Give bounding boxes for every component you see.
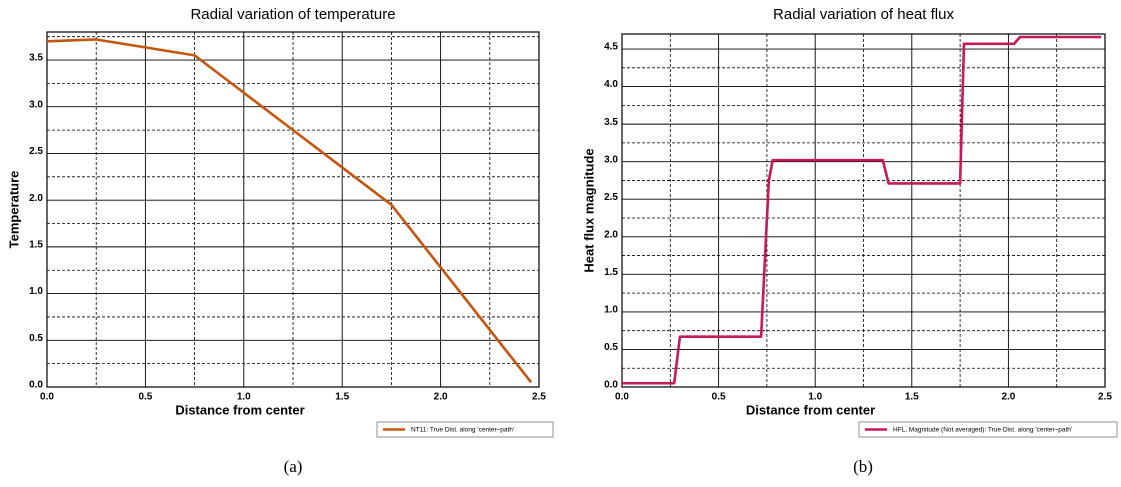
y-tick-label: 3.0: [29, 99, 43, 110]
legend-label: NT11: True Dist. along 'center–path': [411, 427, 514, 434]
y-tick-label: 1.5: [604, 267, 618, 278]
chart-title: Radial variation of heat flux: [773, 6, 954, 23]
legend-box: [376, 421, 554, 438]
x-tick-label: 1.5: [335, 392, 349, 403]
data-line: [622, 35, 1102, 385]
x-tick-label: 1.0: [237, 392, 251, 403]
plot-frame: [621, 33, 1106, 388]
y-tick-label: 1.0: [29, 286, 43, 297]
x-tick-label: 2.0: [1001, 392, 1015, 403]
y-tick-label: 2.5: [604, 192, 618, 203]
y-tick-label: 1.0: [604, 305, 618, 316]
y-tick-label: 4.5: [604, 42, 618, 53]
x-tick-label: 0.5: [138, 392, 152, 403]
y-tick-label: 0.5: [604, 342, 618, 353]
y-tick-label: 0.0: [29, 380, 43, 391]
legend-box: [858, 421, 1118, 438]
chart-title: Radial variation of temperature: [190, 6, 395, 23]
data-line: [46, 38, 533, 384]
x-tick-label: 0.0: [40, 392, 54, 403]
y-tick-label: 2.0: [29, 193, 43, 204]
y-axis-label: Heat flux magnitude: [581, 148, 596, 272]
y-tick-label: 3.0: [604, 154, 618, 165]
x-axis-label: Distance from center: [746, 402, 875, 417]
y-tick-label: 0.0: [604, 380, 618, 391]
y-tick-label: 2.5: [29, 146, 43, 157]
y-tick-label: 3.5: [604, 117, 618, 128]
x-tick-label: 1.5: [905, 392, 919, 403]
x-tick-label: 2.5: [1098, 392, 1112, 403]
plot-frame: [46, 31, 540, 388]
x-tick-label: 1.0: [808, 392, 822, 403]
y-tick-label: 2.0: [604, 229, 618, 240]
x-tick-label: 2.0: [434, 392, 448, 403]
y-tick-label: 3.5: [29, 53, 43, 64]
legend-label: HFL, Magnitude (Not averaged): True Dist…: [893, 427, 1072, 434]
x-tick-label: 2.5: [532, 392, 546, 403]
y-tick-label: 0.5: [29, 333, 43, 344]
caption: (a): [284, 457, 303, 476]
y-tick-label: 4.0: [604, 79, 618, 90]
caption: (b): [853, 457, 873, 476]
y-tick-label: 1.5: [29, 240, 43, 251]
x-axis-label: Distance from center: [175, 402, 304, 417]
y-axis-label: Temperature: [6, 171, 21, 249]
x-tick-label: 0.0: [615, 392, 629, 403]
x-tick-label: 0.5: [712, 392, 726, 403]
